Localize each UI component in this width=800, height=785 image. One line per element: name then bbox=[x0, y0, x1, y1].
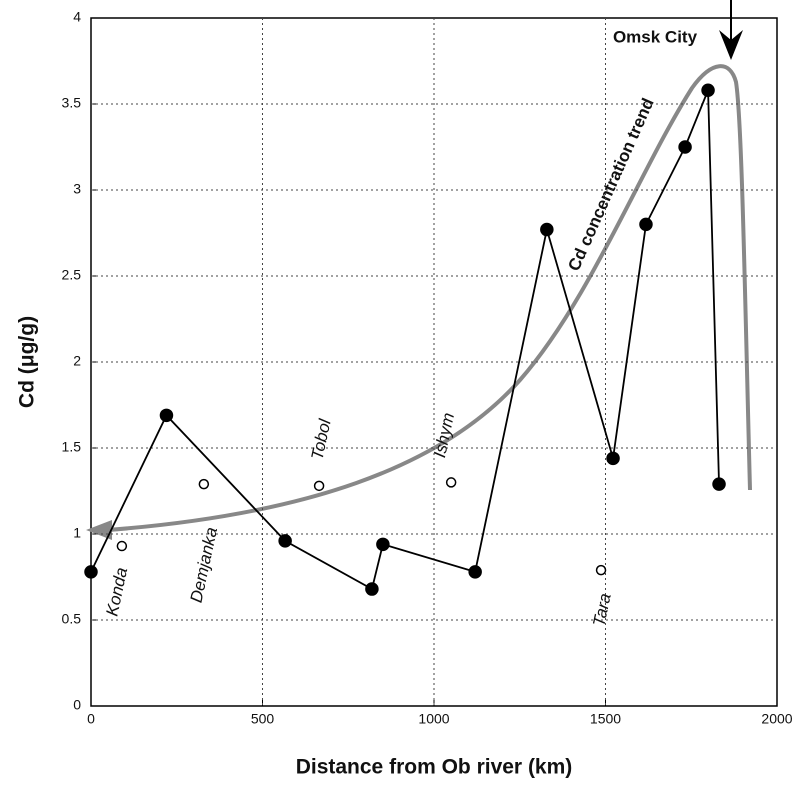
tributary-label: Tara bbox=[589, 592, 615, 629]
y-tick-label: 3.5 bbox=[62, 95, 82, 111]
point bbox=[365, 582, 379, 596]
point bbox=[198, 478, 210, 490]
point bbox=[313, 480, 325, 492]
trend-label: Cd concentration trend bbox=[564, 95, 657, 274]
omsk-arrowhead bbox=[719, 30, 743, 60]
point bbox=[540, 222, 554, 237]
point bbox=[116, 540, 128, 552]
point bbox=[84, 565, 98, 579]
y-tick-label: 4 bbox=[73, 9, 81, 25]
y-tick-label: 2 bbox=[73, 353, 81, 369]
point bbox=[639, 217, 653, 232]
tributary-label: Konda bbox=[102, 566, 131, 618]
y-axis-label: Cd (μg/g) bbox=[16, 316, 39, 408]
point bbox=[678, 140, 692, 154]
y-tick-label: 1 bbox=[73, 525, 81, 541]
y-tick-label: 2.5 bbox=[62, 267, 82, 283]
x-tick-label: 1500 bbox=[590, 711, 621, 727]
x-tick-label: 1000 bbox=[418, 711, 449, 727]
omsk-label: Omsk City bbox=[613, 27, 698, 46]
y-tick-label: 0 bbox=[73, 697, 81, 713]
point bbox=[606, 451, 620, 466]
point bbox=[468, 565, 482, 579]
point bbox=[595, 564, 607, 576]
point bbox=[445, 477, 457, 488]
trend-arrowhead bbox=[86, 520, 112, 540]
point bbox=[159, 408, 174, 423]
point bbox=[712, 477, 726, 491]
point bbox=[278, 534, 292, 548]
y-tick-label: 0.5 bbox=[62, 611, 82, 627]
tributary-label: Demjanka bbox=[187, 525, 221, 604]
point bbox=[701, 83, 715, 97]
trend-curve bbox=[107, 64, 752, 532]
y-tick-label: 3 bbox=[73, 181, 81, 197]
x-tick-label: 2000 bbox=[761, 711, 792, 727]
point bbox=[376, 537, 390, 552]
tributary-label: Tobol bbox=[308, 416, 335, 461]
y-tick-label: 1.5 bbox=[62, 439, 82, 455]
line bbox=[90, 89, 720, 591]
x-tick-label: 0 bbox=[87, 711, 95, 727]
x-tick-label: 500 bbox=[251, 711, 275, 727]
x-axis-label: Distance from Ob river (km) bbox=[296, 756, 573, 779]
